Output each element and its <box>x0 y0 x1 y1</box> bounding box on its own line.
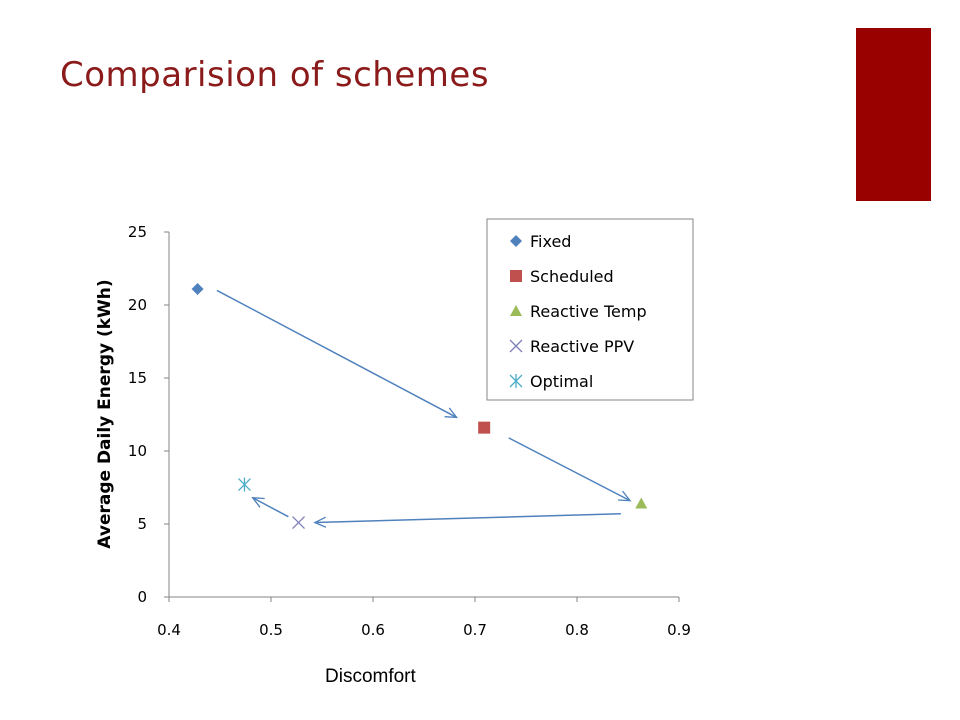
y-tick-label: 25 <box>128 223 147 241</box>
data-point-optimal <box>238 477 251 492</box>
transition-arrow <box>251 496 289 518</box>
x-tick-label: 0.6 <box>361 621 385 639</box>
legend-marker <box>510 235 522 247</box>
legend-marker <box>510 270 522 282</box>
transition-arrow <box>508 437 632 502</box>
x-tick-label: 0.9 <box>667 621 691 639</box>
legend-marker <box>510 305 522 316</box>
legend-entry: Optimal <box>530 372 593 391</box>
y-axis-label: Average Daily Energy (kWh) <box>95 279 115 548</box>
legend-marker <box>509 339 523 353</box>
x-tick-label: 0.4 <box>157 621 181 639</box>
transition-arrow <box>216 289 459 419</box>
y-tick-label: 15 <box>128 369 147 387</box>
y-tick-label: 5 <box>137 515 147 533</box>
chart-legend: Fixed Scheduled Reactive Temp Reactive PPV O… <box>486 218 694 401</box>
x-tick-label: 0.5 <box>259 621 283 639</box>
x-tick-label: 0.8 <box>565 621 589 639</box>
slide-title: Comparision of schemes <box>60 55 490 95</box>
y-tick-label: 0 <box>137 588 147 606</box>
legend-marker <box>509 374 523 388</box>
data-point-reactive-ppv <box>292 516 305 529</box>
legend-entry: Fixed <box>530 232 571 251</box>
x-axis-label: Discomfort <box>325 666 416 687</box>
legend-entry: Reactive Temp <box>530 302 647 321</box>
legend-box <box>486 218 694 401</box>
x-tick-label: 0.7 <box>463 621 487 639</box>
legend-entry: Reactive PPV <box>530 337 634 356</box>
chart-arrows <box>216 289 632 528</box>
accent-bar <box>856 28 931 201</box>
data-point-reactive-temp <box>635 497 648 509</box>
y-tick-label: 20 <box>128 296 147 314</box>
chart-points <box>191 282 648 529</box>
data-point-fixed <box>191 282 204 295</box>
chart-axes: 0 5 10 15 20 25 0.4 0.5 0.6 0.7 0.8 0.9 <box>128 223 691 639</box>
transition-arrow <box>313 513 621 528</box>
y-tick-label: 10 <box>128 442 147 460</box>
legend-entry: Scheduled <box>530 267 614 286</box>
data-point-scheduled <box>478 421 491 434</box>
